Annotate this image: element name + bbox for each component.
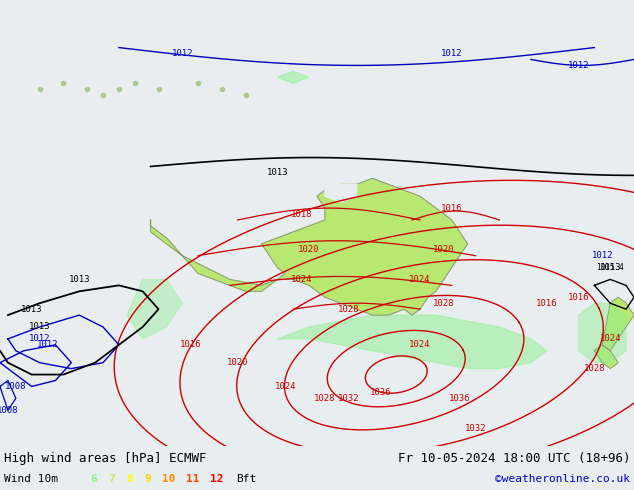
Text: 1013: 1013: [600, 263, 621, 272]
Text: 1012: 1012: [37, 341, 58, 349]
Text: 1016: 1016: [441, 203, 462, 213]
Text: 1012: 1012: [441, 49, 462, 58]
Text: 1028: 1028: [314, 394, 335, 403]
Text: 1012: 1012: [592, 251, 613, 260]
Text: 1032: 1032: [338, 394, 359, 403]
Text: 1024: 1024: [290, 275, 312, 284]
Text: 1028: 1028: [433, 299, 455, 308]
Text: 10: 10: [162, 474, 176, 484]
Text: 1012: 1012: [172, 49, 193, 58]
Text: 1020: 1020: [227, 358, 249, 367]
Text: 1036: 1036: [449, 394, 470, 403]
Polygon shape: [602, 297, 634, 351]
Text: 1020: 1020: [299, 245, 320, 254]
Text: 1024: 1024: [410, 275, 430, 284]
Text: 1013: 1013: [267, 168, 288, 177]
Text: High wind areas [hPa] ECMWF: High wind areas [hPa] ECMWF: [4, 452, 207, 465]
Text: ©weatheronline.co.uk: ©weatheronline.co.uk: [495, 474, 630, 484]
Polygon shape: [595, 345, 618, 368]
Text: 1008: 1008: [5, 382, 27, 391]
Text: 1032: 1032: [465, 423, 486, 433]
Text: 1016: 1016: [536, 299, 557, 308]
Polygon shape: [150, 178, 468, 315]
Polygon shape: [278, 315, 547, 368]
Text: 1024: 1024: [410, 341, 430, 349]
Text: 1024: 1024: [275, 382, 296, 391]
Text: 1028: 1028: [338, 305, 359, 314]
Text: 1020: 1020: [433, 245, 455, 254]
Text: 12: 12: [210, 474, 224, 484]
Text: 1036: 1036: [370, 388, 391, 397]
Text: 1013: 1013: [21, 305, 42, 314]
Text: 11: 11: [186, 474, 200, 484]
Text: 1018: 1018: [290, 210, 312, 219]
Text: 1024: 1024: [600, 334, 621, 343]
Text: 1013: 1013: [29, 322, 50, 332]
Text: 1015.4: 1015.4: [597, 263, 624, 272]
Text: 1013: 1013: [68, 275, 90, 284]
Polygon shape: [127, 279, 183, 339]
Text: Bft: Bft: [236, 474, 256, 484]
Text: 6: 6: [90, 474, 97, 484]
Polygon shape: [578, 303, 626, 363]
Text: 1012: 1012: [568, 61, 589, 70]
Text: Fr 10-05-2024 18:00 UTC (18+96): Fr 10-05-2024 18:00 UTC (18+96): [398, 452, 630, 465]
Text: 1016: 1016: [179, 341, 201, 349]
Text: 1012: 1012: [29, 334, 50, 343]
Text: 9: 9: [144, 474, 151, 484]
Text: 1028: 1028: [584, 364, 605, 373]
Polygon shape: [325, 184, 356, 202]
Polygon shape: [278, 72, 309, 83]
Text: 7: 7: [108, 474, 115, 484]
Text: 1008: 1008: [0, 406, 18, 415]
Text: Wind 10m: Wind 10m: [4, 474, 58, 484]
Text: 8: 8: [126, 474, 133, 484]
Text: 1016: 1016: [568, 293, 589, 302]
